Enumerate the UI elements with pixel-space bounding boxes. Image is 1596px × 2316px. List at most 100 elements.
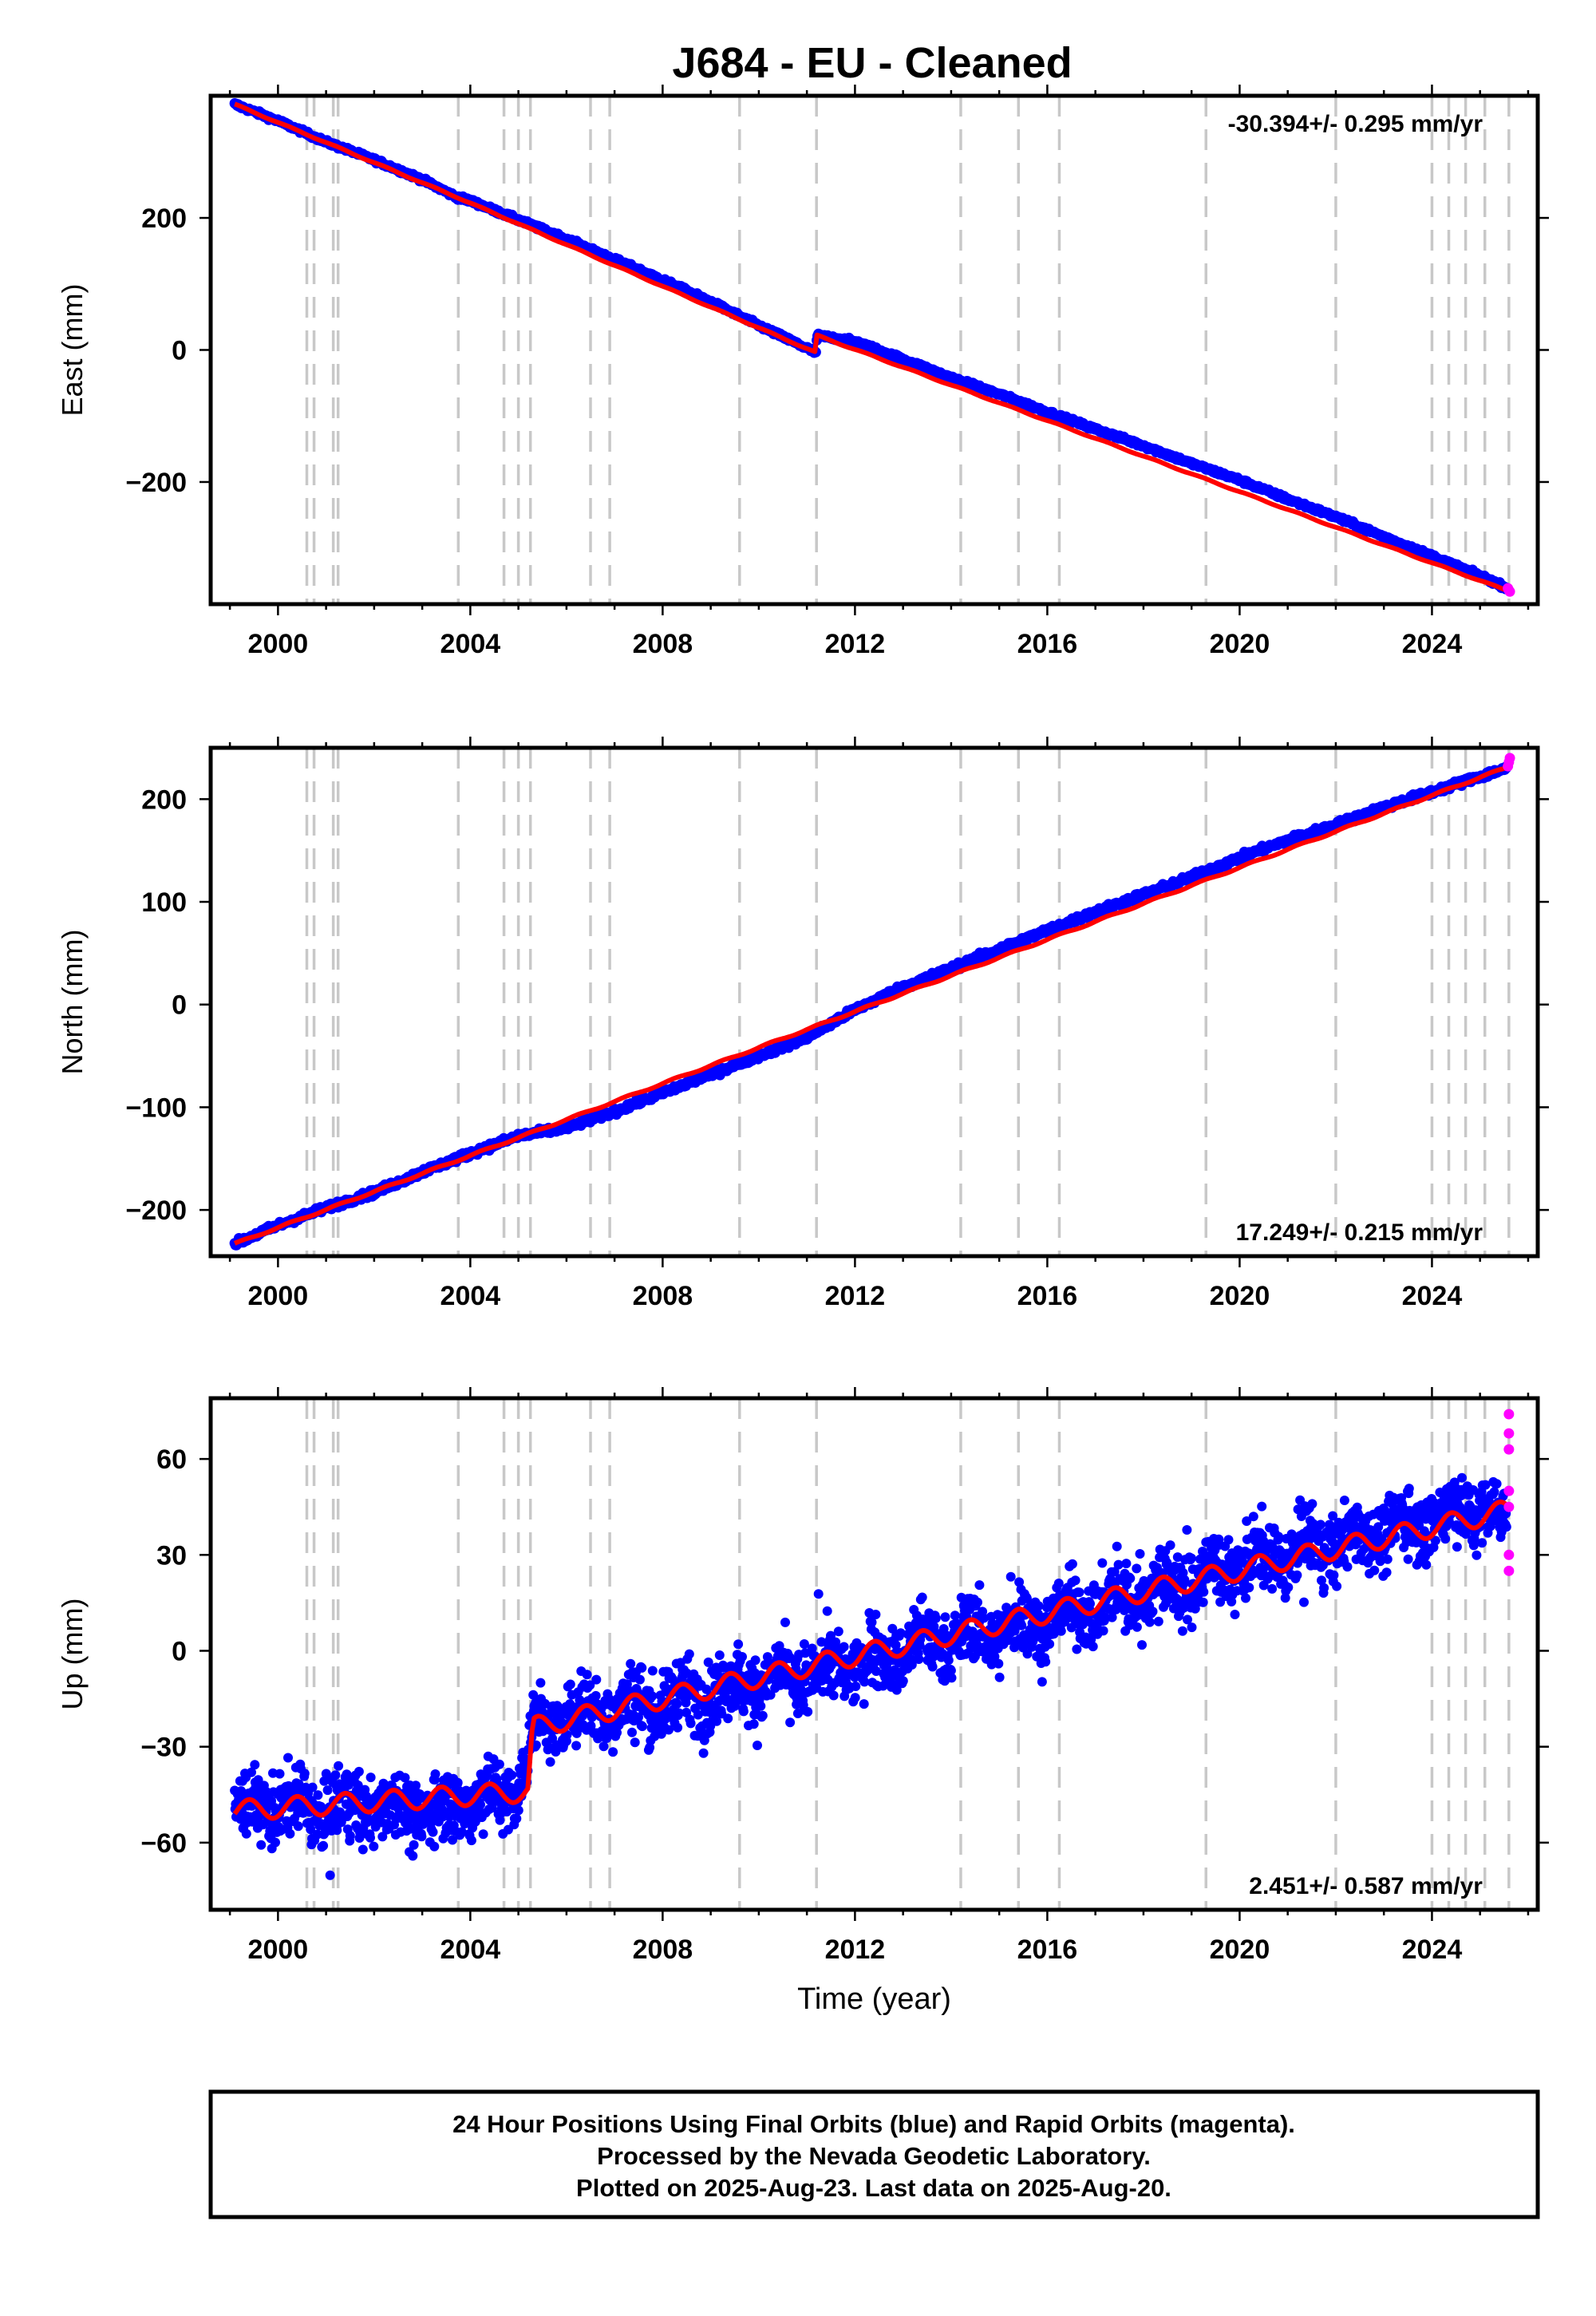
up-final-point [591, 1690, 601, 1701]
east-x-tick-label: 2000 [248, 629, 309, 659]
up-final-point [1017, 1620, 1027, 1630]
north-rapid-orbit-points [1503, 753, 1515, 772]
up-plot-area [230, 1398, 1515, 1910]
east-x-tick-label: 2012 [825, 629, 886, 659]
up-final-point [247, 1767, 256, 1777]
up-final-point [587, 1712, 597, 1722]
up-final-point [612, 1728, 622, 1737]
up-final-point [236, 1786, 247, 1796]
up-final-point [535, 1678, 546, 1688]
east-x-tick-label: 2004 [440, 629, 501, 659]
up-final-point [799, 1639, 809, 1649]
up-final-point [859, 1699, 869, 1709]
up-final-point [408, 1851, 418, 1861]
up-final-point [709, 1709, 719, 1719]
up-final-point [591, 1674, 602, 1685]
up-final-point [478, 1829, 488, 1840]
up-final-point [784, 1652, 795, 1662]
north-rapid-point-2 [1504, 753, 1515, 764]
east-x-tick-label: 2020 [1210, 629, 1270, 659]
up-final-point [940, 1612, 950, 1622]
up-final-point [714, 1650, 725, 1660]
up-final-point [930, 1613, 941, 1623]
north-rate-label: 17.249+/- 0.215 mm/yr [1236, 1219, 1483, 1246]
up-final-point [867, 1617, 877, 1627]
north-plot-area [229, 748, 1515, 1256]
up-final-point [306, 1824, 316, 1835]
north-frame [208, 745, 1540, 1259]
up-final-point [738, 1706, 749, 1717]
up-final-point [571, 1741, 582, 1751]
east-plot-area [229, 96, 1515, 604]
up-final-point [622, 1679, 632, 1690]
up-final-point [293, 1821, 303, 1832]
up-final-point [831, 1637, 841, 1647]
north-x-tick-label: 2012 [825, 1281, 886, 1311]
up-final-point [299, 1769, 310, 1779]
up-final-point [673, 1722, 683, 1733]
up-final-point [891, 1640, 901, 1650]
figure-title: J684 - EU - Cleaned [672, 39, 1072, 87]
up-final-point [749, 1719, 759, 1729]
up-final-point [528, 1690, 539, 1700]
up-final-point [672, 1698, 682, 1709]
up-final-point [871, 1610, 881, 1619]
up-final-point [322, 1785, 333, 1796]
up-final-point [608, 1747, 618, 1757]
north-x-tick-label: 2004 [440, 1281, 501, 1311]
up-final-point [1041, 1657, 1051, 1667]
up-final-point [756, 1701, 766, 1711]
up-final-point [664, 1725, 674, 1735]
north-y-tick-label: 200 [141, 785, 187, 815]
up-final-point [765, 1690, 776, 1700]
north-x-tick-label: 2016 [1017, 1281, 1078, 1311]
up-final-point [330, 1770, 341, 1780]
north-y-tick-label: 100 [141, 887, 187, 918]
north-panel: 2000 2004 2008 2012 2016 2020 2024−200−1000100… [56, 737, 1549, 1311]
up-final-point [1053, 1579, 1064, 1588]
up-final-point [507, 1770, 517, 1780]
up-final-point [656, 1729, 666, 1739]
north-x-tick-label: 2024 [1402, 1281, 1463, 1311]
up-final-point [946, 1673, 957, 1683]
up-final-point [318, 1840, 329, 1851]
up-final-point [674, 1708, 684, 1718]
up-final-point [850, 1693, 860, 1703]
east-y-tick-label: 200 [141, 204, 187, 234]
up-final-point [377, 1832, 388, 1842]
east-y-tick-label: 0 [172, 336, 187, 366]
up-final-point [1072, 1644, 1082, 1654]
up-final-point [785, 1717, 796, 1728]
up-final-point [1005, 1571, 1016, 1582]
east-y-tick-label: −200 [125, 468, 187, 498]
north-model-line [233, 764, 1511, 1246]
up-final-point [967, 1626, 978, 1637]
up-final-point [365, 1832, 375, 1843]
up-final-point [630, 1737, 640, 1748]
up-final-point [637, 1662, 647, 1673]
up-final-point [358, 1844, 368, 1855]
up-final-point [494, 1759, 504, 1769]
north-x-tick-label: 2008 [633, 1281, 693, 1311]
up-final-point [1070, 1575, 1080, 1586]
up-final-point [859, 1677, 870, 1687]
up-final-point [914, 1654, 924, 1664]
up-final-point [634, 1674, 645, 1685]
up-final-point [780, 1617, 790, 1627]
up-final-point [313, 1790, 323, 1800]
up-final-point [428, 1827, 438, 1837]
up-final-point [816, 1637, 827, 1647]
up-final-point [927, 1662, 938, 1672]
up-final-point [637, 1721, 647, 1732]
up-final-point [851, 1682, 861, 1691]
up-final-point [512, 1813, 522, 1824]
up-panel: 2000 2004 2008 2012 2016 2020 2024−60−3003060U… [56, 1387, 1549, 2016]
up-final-point [250, 1760, 260, 1770]
up-final-point [978, 1613, 989, 1623]
up-final-point [1037, 1677, 1047, 1687]
up-final-point [1045, 1639, 1055, 1649]
up-final-point [417, 1832, 427, 1842]
up-final-point [807, 1643, 817, 1654]
up-final-point [307, 1782, 318, 1792]
